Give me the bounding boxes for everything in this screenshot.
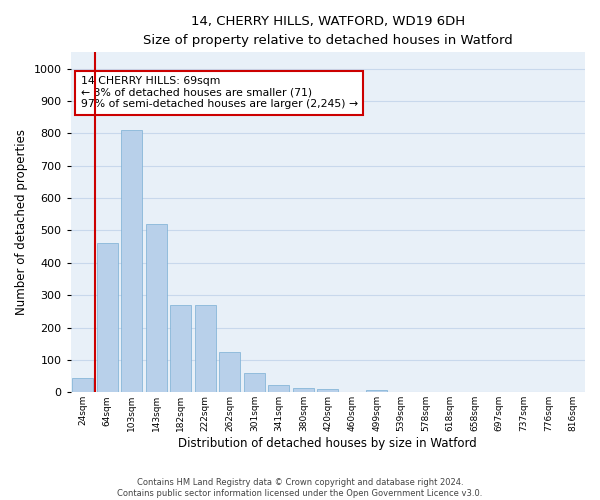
Bar [293,388,314,392]
Bar [220,352,240,393]
Text: Contains HM Land Registry data © Crown copyright and database right 2024.
Contai: Contains HM Land Registry data © Crown c… [118,478,482,498]
Bar [97,244,118,392]
Bar [73,378,93,392]
Y-axis label: Number of detached properties: Number of detached properties [15,130,28,316]
Bar [170,305,191,392]
Bar [121,130,142,392]
Bar [244,373,265,392]
Bar [268,385,289,392]
Bar [367,390,387,392]
Title: 14, CHERRY HILLS, WATFORD, WD19 6DH
Size of property relative to detached houses: 14, CHERRY HILLS, WATFORD, WD19 6DH Size… [143,15,512,47]
Text: 14 CHERRY HILLS: 69sqm
← 3% of detached houses are smaller (71)
97% of semi-deta: 14 CHERRY HILLS: 69sqm ← 3% of detached … [81,76,358,110]
Bar [317,389,338,392]
X-axis label: Distribution of detached houses by size in Watford: Distribution of detached houses by size … [178,437,477,450]
Bar [146,224,167,392]
Bar [195,305,216,392]
